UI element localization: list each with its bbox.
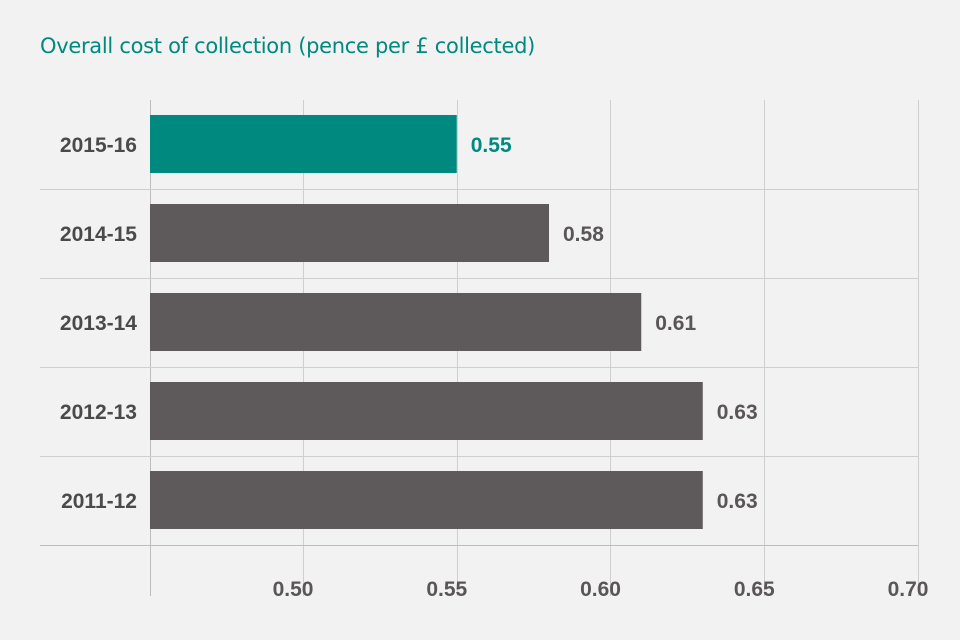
x-tick-label-2: 0.60 [580,578,621,601]
value-label-2013-14: 0.61 [655,312,696,335]
value-label-2014-15: 0.58 [563,223,604,246]
bar-2012-13 [150,382,703,440]
bar-2015-16 [150,115,457,173]
x-tick-label-0: 0.50 [273,578,314,601]
category-label-2012-13: 2012-13 [60,401,137,424]
bar-2011-12 [150,471,703,529]
x-tick-label-4: 0.70 [888,578,929,601]
value-label-2012-13: 0.63 [717,401,758,424]
x-tick-label-3: 0.65 [734,578,775,601]
x-tick-label-1: 0.55 [426,578,467,601]
bar-2013-14 [150,293,642,351]
category-label-2014-15: 2014-15 [60,223,137,246]
bar-2014-15 [150,204,549,262]
category-label-2013-14: 2013-14 [60,312,137,335]
chart-title: Overall cost of collection (pence per £ … [40,34,536,58]
category-label-2011-12: 2011-12 [61,490,137,513]
category-label-2015-16: 2015-16 [60,134,137,157]
value-label-2011-12: 0.63 [717,490,758,513]
value-label-2015-16: 0.55 [471,134,512,157]
